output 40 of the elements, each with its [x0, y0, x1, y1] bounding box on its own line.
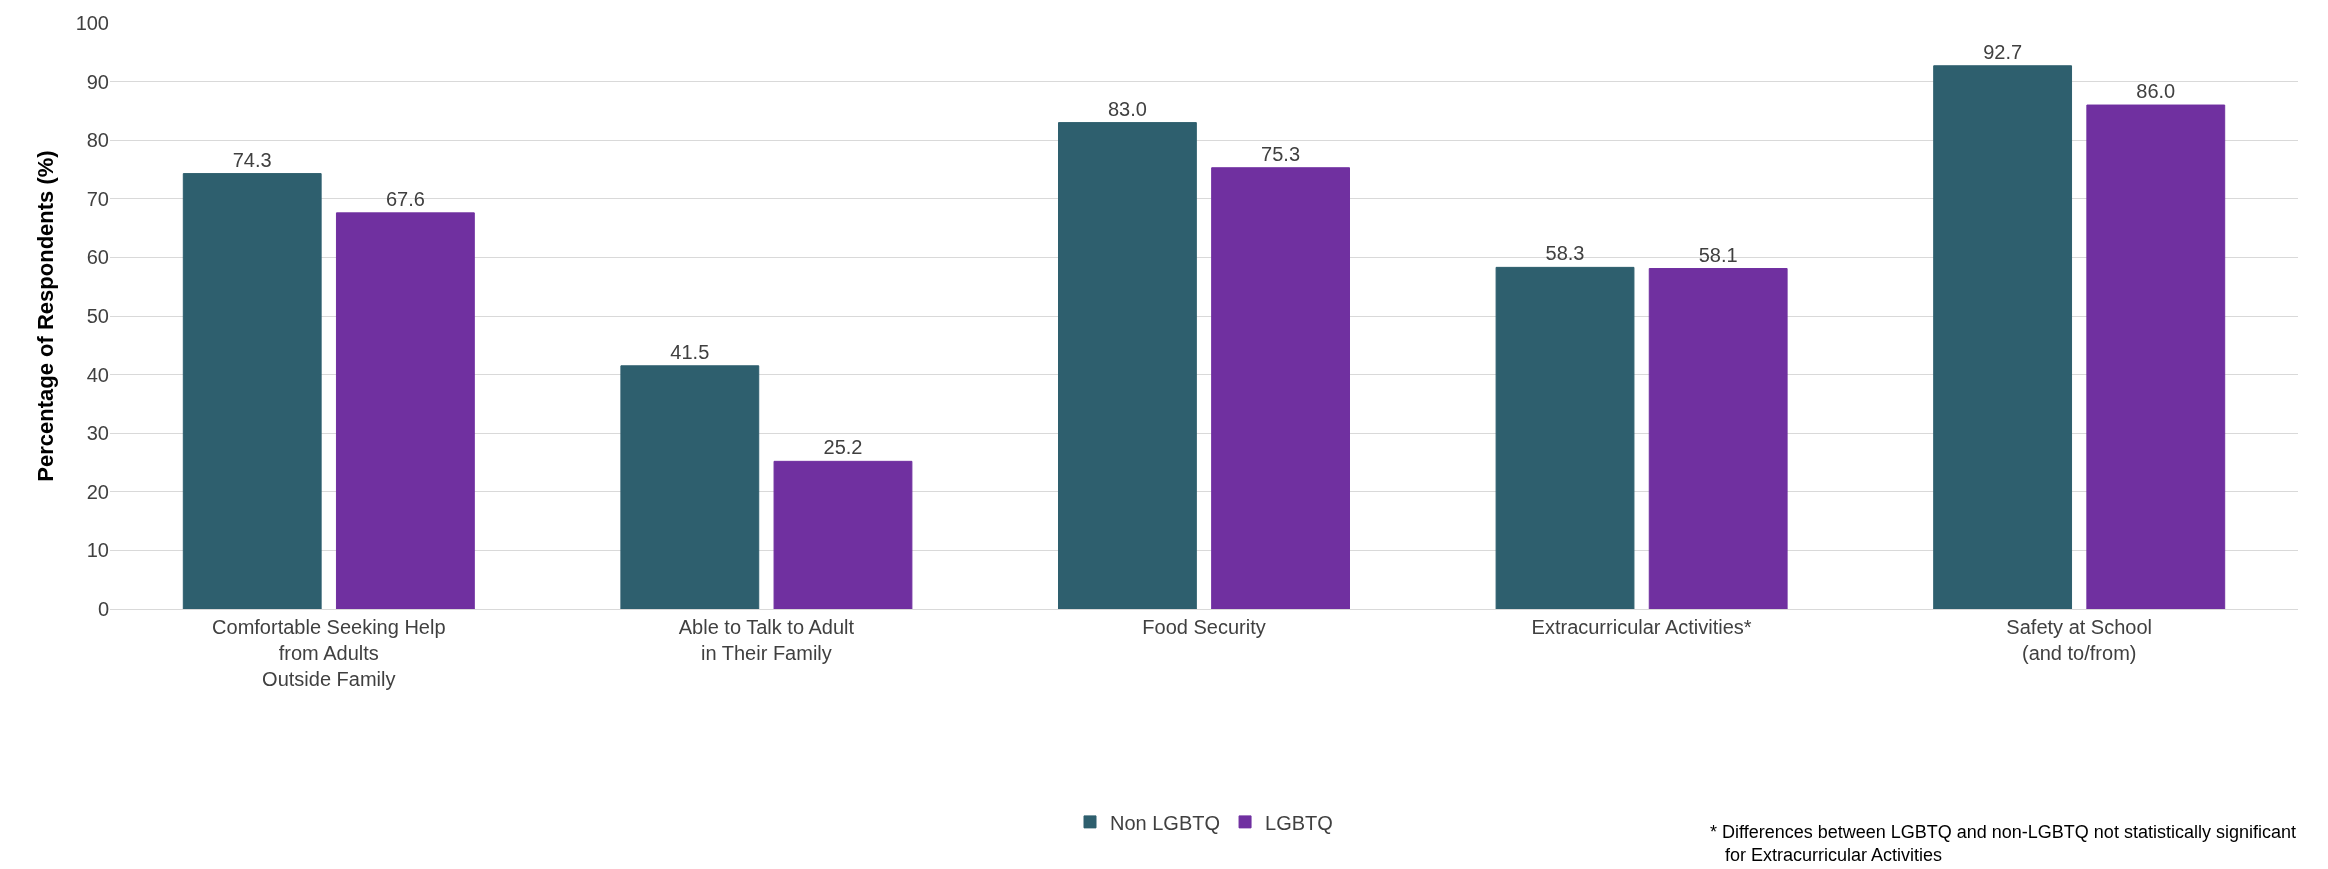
- y-axis-title: Percentage of Respondents (%): [33, 150, 59, 482]
- data-label: 58.1: [1698, 243, 1738, 266]
- y-tick-label: 80: [86, 129, 109, 152]
- data-label: 58.3: [1545, 242, 1585, 265]
- bar: [1058, 122, 1197, 609]
- bar: [1495, 266, 1635, 609]
- y-tick-label: 100: [75, 12, 109, 34]
- y-tick-label: 0: [97, 598, 109, 620]
- bar: [335, 212, 475, 609]
- data-label: 75.3: [1261, 142, 1301, 165]
- x-tick-label: Safety at School (and to/from): [2006, 616, 2153, 664]
- legend-label: LGBTQ: [1265, 811, 1333, 834]
- bar: [773, 460, 913, 609]
- y-tick-label: 70: [86, 187, 109, 210]
- bar: [2086, 104, 2226, 609]
- y-tick-label: 60: [86, 246, 109, 269]
- y-tick-label: 10: [86, 539, 109, 562]
- y-tick-label: 30: [86, 422, 109, 445]
- data-label: 83.0: [1107, 97, 1147, 120]
- data-label: 86.0: [2136, 80, 2176, 103]
- data-label: 25.2: [823, 436, 863, 459]
- y-tick-label: 20: [86, 480, 109, 503]
- data-label: 41.5: [670, 340, 710, 363]
- data-label: 92.7: [1983, 40, 2023, 63]
- bar: [1933, 65, 2073, 609]
- x-tick-label: Food Security: [1142, 616, 1266, 638]
- x-tick-label: Comfortable Seeking Help from Adults Outside Family: [212, 616, 446, 690]
- y-tick-label: 50: [86, 305, 109, 327]
- x-tick-label: Extracurricular Activities*: [1531, 616, 1752, 638]
- x-tick-label: Able to Talk to Adult in Their Family: [678, 616, 855, 664]
- bar: [620, 365, 760, 609]
- bar: [1648, 268, 1788, 609]
- y-tick-label: 40: [86, 363, 109, 386]
- legend-label: Non LGBTQ: [1110, 811, 1221, 834]
- data-label: 74.3: [232, 148, 272, 171]
- y-tick-label: 90: [86, 70, 109, 93]
- text: * Differences between LGBTQ and non-LGBTQ not statistically significant for Extracurricular Activities: [1710, 822, 2296, 866]
- bar: [1211, 167, 1350, 609]
- bar: [182, 173, 322, 609]
- data-label: 67.6: [385, 187, 425, 210]
